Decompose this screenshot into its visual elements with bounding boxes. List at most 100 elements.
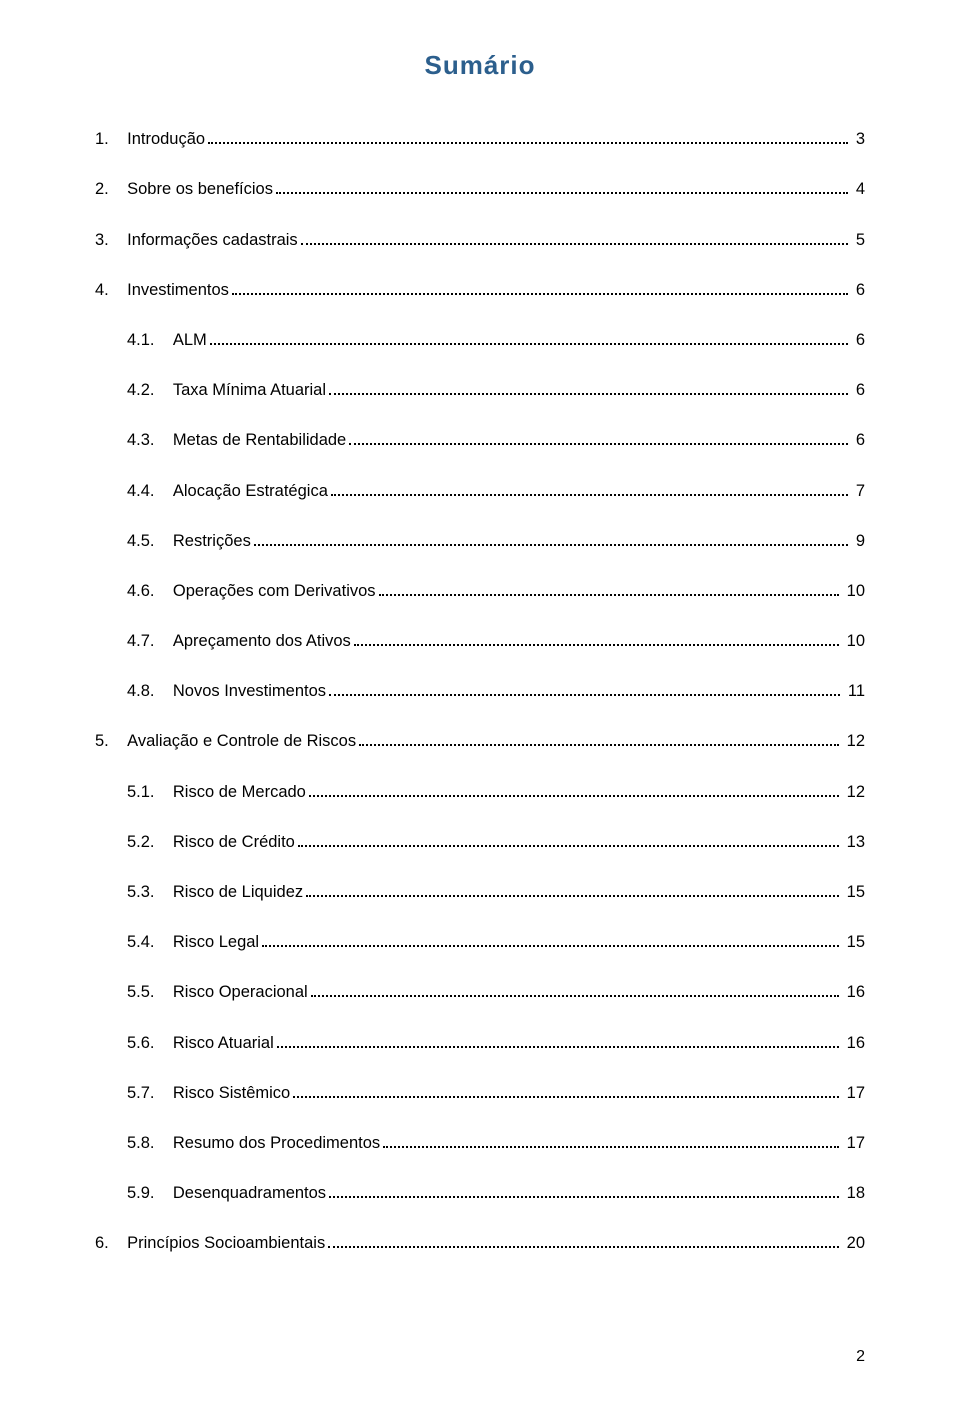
toc-entry-page: 6 bbox=[851, 331, 865, 350]
toc-entry-number: 2. bbox=[95, 180, 109, 199]
toc-entry-page: 4 bbox=[851, 180, 865, 199]
toc-gap bbox=[155, 381, 173, 400]
toc-gap bbox=[155, 983, 173, 1002]
toc-leader-dots bbox=[329, 1183, 839, 1198]
toc-entry-page: 5 bbox=[851, 231, 865, 250]
toc-gap bbox=[155, 682, 173, 701]
toc-leader-dots bbox=[311, 982, 839, 997]
toc-gap bbox=[155, 331, 173, 350]
toc-gap bbox=[155, 883, 173, 902]
toc-leader-dots bbox=[232, 280, 848, 295]
toc-entry-label: Risco Legal bbox=[173, 933, 259, 952]
toc-leader-dots bbox=[293, 1083, 839, 1098]
toc-leader-dots bbox=[298, 832, 839, 847]
toc-entry-label: Investimentos bbox=[127, 281, 229, 300]
toc-gap bbox=[155, 532, 173, 551]
toc-gap bbox=[109, 231, 127, 250]
page-number: 2 bbox=[856, 1348, 865, 1366]
toc-gap bbox=[109, 732, 127, 751]
toc-entry-number: 1. bbox=[95, 130, 109, 149]
toc-entry-page: 17 bbox=[842, 1134, 865, 1153]
toc-entry-page: 11 bbox=[843, 682, 865, 701]
toc-entry: 5.5. Risco Operacional 16 bbox=[95, 982, 865, 1002]
toc-leader-dots bbox=[262, 932, 839, 947]
toc-entry-label: Avaliação e Controle de Riscos bbox=[127, 732, 356, 751]
toc-leader-dots bbox=[210, 330, 848, 345]
toc-leader-dots bbox=[306, 882, 839, 897]
toc-entry-label: Risco Operacional bbox=[173, 983, 308, 1002]
document-page: Sumário 1. Introdução 32. Sobre os benef… bbox=[0, 0, 960, 1406]
toc-entry: 4.8. Novos Investimentos 11 bbox=[95, 681, 865, 701]
toc-entry-page: 3 bbox=[851, 130, 865, 149]
toc-gap bbox=[109, 281, 127, 300]
toc-entry-label: Operações com Derivativos bbox=[173, 582, 376, 601]
toc-entry-page: 6 bbox=[851, 431, 865, 450]
toc-entry: 4.4. Alocação Estratégica 7 bbox=[95, 480, 865, 500]
toc-gap bbox=[109, 1234, 127, 1253]
toc-entry-page: 15 bbox=[842, 933, 865, 952]
toc-entry-number: 4.6. bbox=[127, 582, 155, 601]
toc-entry-page: 15 bbox=[842, 883, 865, 902]
toc-leader-dots bbox=[277, 1032, 839, 1047]
toc-entry-label: Risco de Mercado bbox=[173, 783, 306, 802]
toc-entry-number: 3. bbox=[95, 231, 109, 250]
toc-leader-dots bbox=[379, 581, 840, 596]
toc-entry-number: 5. bbox=[95, 732, 109, 751]
toc-entry-number: 4.1. bbox=[127, 331, 155, 350]
toc-leader-dots bbox=[276, 179, 848, 194]
toc-leader-dots bbox=[354, 631, 839, 646]
toc-entry-number: 4.7. bbox=[127, 632, 155, 651]
toc-entry-label: Princípios Socioambientais bbox=[127, 1234, 325, 1253]
toc-entry-page: 7 bbox=[851, 482, 865, 501]
toc-entry-page: 16 bbox=[842, 1034, 865, 1053]
toc-leader-dots bbox=[328, 1233, 839, 1248]
toc-entry-number: 5.8. bbox=[127, 1134, 155, 1153]
toc-entry-number: 5.7. bbox=[127, 1084, 155, 1103]
toc-gap bbox=[155, 482, 173, 501]
toc-entry-label: Apreçamento dos Ativos bbox=[173, 632, 351, 651]
toc-entry: 5.2. Risco de Crédito 13 bbox=[95, 832, 865, 852]
toc-entry-number: 5.6. bbox=[127, 1034, 155, 1053]
toc-entry-page: 10 bbox=[842, 582, 865, 601]
toc-entry: 5. Avaliação e Controle de Riscos 12 bbox=[95, 731, 865, 751]
toc-entry-label: Risco de Liquidez bbox=[173, 883, 303, 902]
toc-entry: 5.6. Risco Atuarial 16 bbox=[95, 1032, 865, 1052]
toc-entry-label: Restrições bbox=[173, 532, 251, 551]
toc-entry-label: Introdução bbox=[127, 130, 205, 149]
toc-entry-label: Alocação Estratégica bbox=[173, 482, 328, 501]
toc-entry-number: 6. bbox=[95, 1234, 109, 1253]
toc-gap bbox=[109, 180, 127, 199]
toc-gap bbox=[109, 130, 127, 149]
toc-entry: 5.3. Risco de Liquidez 15 bbox=[95, 882, 865, 902]
toc-entry-number: 4.3. bbox=[127, 431, 155, 450]
toc-entry-page: 18 bbox=[842, 1184, 865, 1203]
toc-entry-label: Sobre os benefícios bbox=[127, 180, 273, 199]
toc-entry: 3. Informações cadastrais 5 bbox=[95, 229, 865, 249]
toc-entry-label: Metas de Rentabilidade bbox=[173, 431, 346, 450]
toc-gap bbox=[155, 783, 173, 802]
toc-gap bbox=[155, 933, 173, 952]
toc-entry-page: 9 bbox=[851, 532, 865, 551]
toc-container: 1. Introdução 3 2. Sobre os benefícios 4 3… bbox=[95, 129, 865, 1253]
toc-entry: 5.9. Desenquadramentos 18 bbox=[95, 1183, 865, 1203]
toc-entry-page: 6 bbox=[851, 381, 865, 400]
toc-entry-label: Informações cadastrais bbox=[127, 231, 298, 250]
toc-leader-dots bbox=[301, 229, 849, 244]
toc-entry: 4.6. Operações com Derivativos 10 bbox=[95, 581, 865, 601]
toc-leader-dots bbox=[383, 1133, 839, 1148]
toc-entry-label: Resumo dos Procedimentos bbox=[173, 1134, 380, 1153]
toc-gap bbox=[155, 1034, 173, 1053]
toc-gap bbox=[155, 431, 173, 450]
toc-leader-dots bbox=[309, 781, 839, 796]
toc-entry-number: 5.4. bbox=[127, 933, 155, 952]
toc-entry-label: Desenquadramentos bbox=[173, 1184, 326, 1203]
toc-leader-dots bbox=[329, 380, 848, 395]
toc-entry: 4.1. ALM 6 bbox=[95, 330, 865, 350]
toc-entry-label: Novos Investimentos bbox=[173, 682, 326, 701]
toc-entry-page: 20 bbox=[842, 1234, 865, 1253]
toc-entry: 4.3. Metas de Rentabilidade 6 bbox=[95, 430, 865, 450]
toc-entry: 5.1. Risco de Mercado 12 bbox=[95, 781, 865, 801]
toc-entry-number: 5.1. bbox=[127, 783, 155, 802]
toc-entry: 5.8. Resumo dos Procedimentos 17 bbox=[95, 1133, 865, 1153]
toc-entry: 4.2. Taxa Mínima Atuarial 6 bbox=[95, 380, 865, 400]
